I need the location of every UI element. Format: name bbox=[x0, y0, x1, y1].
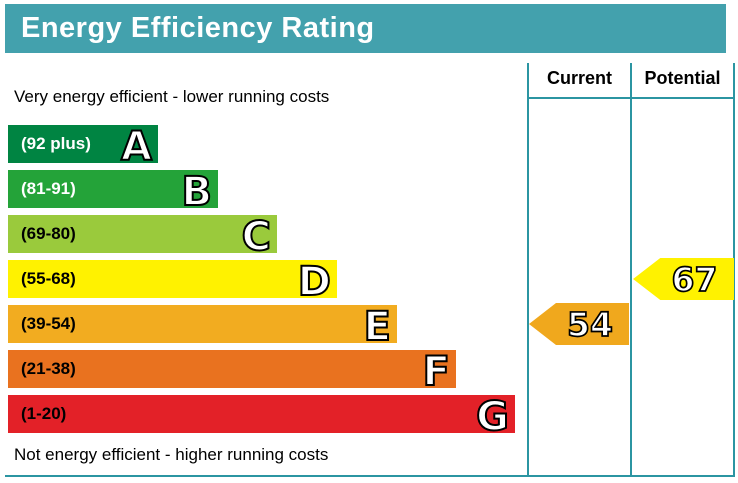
bottom-caption: Not energy efficient - higher running co… bbox=[14, 445, 329, 464]
current-rating-value: 54 bbox=[566, 304, 614, 344]
band-a: (92 plus) A bbox=[8, 125, 158, 168]
band-g: (1-20) G bbox=[8, 395, 515, 438]
band-e: (39-54) E bbox=[8, 305, 397, 348]
band-range-label: (1-20) bbox=[21, 404, 67, 423]
band-letter: F bbox=[422, 349, 451, 395]
band-letter: E bbox=[363, 304, 392, 350]
table-border-right bbox=[733, 63, 735, 477]
band-letter: D bbox=[297, 259, 332, 305]
band-f: (21-38) F bbox=[8, 350, 456, 393]
band-letter: B bbox=[181, 169, 213, 215]
band-range-label: (69-80) bbox=[21, 224, 76, 243]
current-column-header: Current bbox=[546, 68, 612, 88]
band-range-label: (21-38) bbox=[21, 359, 76, 378]
band-range-label: (55-68) bbox=[21, 269, 76, 288]
table-header-underline bbox=[527, 97, 735, 99]
top-caption: Very energy efficient - lower running co… bbox=[14, 87, 330, 106]
band-range-label: (81-91) bbox=[21, 179, 76, 198]
band-letter: G bbox=[475, 394, 510, 440]
table-border-divider bbox=[630, 63, 632, 477]
potential-column-header: Potential bbox=[644, 68, 721, 88]
band-range-label: (92 plus) bbox=[21, 134, 91, 153]
rating-bands: (92 plus) A (81-91) B (69-80) C (55-68) … bbox=[8, 125, 515, 440]
table-border-left bbox=[527, 63, 529, 477]
band-range-label: (39-54) bbox=[21, 314, 76, 333]
chart-title: Energy Efficiency Rating bbox=[21, 12, 375, 44]
band-letter: C bbox=[241, 214, 272, 260]
chart-title-bar: Energy Efficiency Rating bbox=[5, 4, 726, 53]
band-c: (69-80) C bbox=[8, 215, 277, 258]
band-letter: A bbox=[120, 124, 153, 170]
band-d: (55-68) D bbox=[8, 260, 337, 303]
potential-rating-arrow: 67 bbox=[633, 258, 734, 300]
potential-rating-value: 67 bbox=[671, 259, 719, 299]
chart-bottom-border bbox=[5, 475, 735, 477]
current-rating-arrow: 54 bbox=[529, 303, 629, 345]
band-b: (81-91) B bbox=[8, 170, 218, 213]
